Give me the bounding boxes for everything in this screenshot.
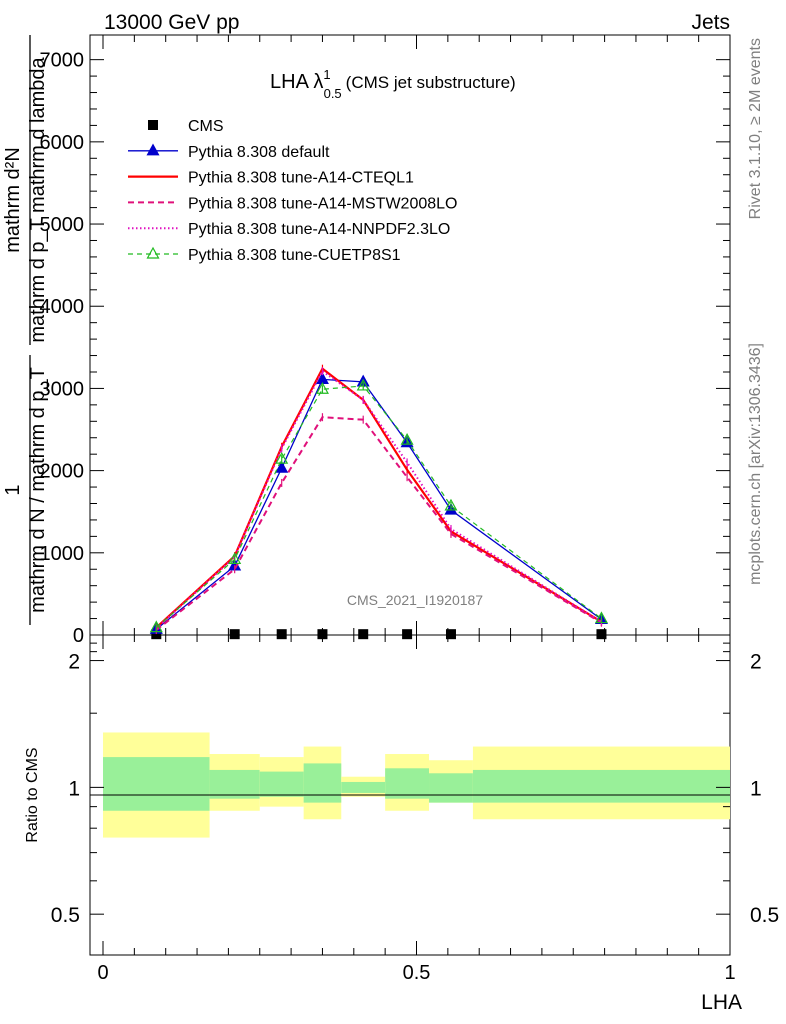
legend-item: CMS <box>148 118 224 135</box>
legend-label: Pythia 8.308 default <box>188 144 330 161</box>
legend-item: Pythia 8.308 default <box>128 143 330 161</box>
main-series-layer <box>149 364 608 640</box>
series-0 <box>151 629 607 640</box>
cms-data-point <box>276 629 287 640</box>
main-y-axis-label: 1 mathrm d N / mathrm d p_T mathrm d²N m… <box>2 35 49 625</box>
series-line <box>155 367 603 629</box>
ylabel-numerator-2: mathrm d²N <box>2 147 24 253</box>
header-right: Jets <box>691 11 730 34</box>
ratio-ytick-label-right: 2 <box>750 651 762 674</box>
plot-title: LHA λ1 0.5(CMS jet substructure) <box>270 67 516 101</box>
legend-marker <box>146 143 160 156</box>
xtick-label: 0.5 <box>403 962 431 984</box>
x-axis-label: LHA <box>701 991 742 1014</box>
series-point <box>275 451 289 464</box>
cms-data-point <box>151 629 162 640</box>
series-point <box>275 460 289 473</box>
main-ytick-label: 7000 <box>40 50 85 72</box>
legend-label: CMS <box>188 118 224 135</box>
ratio-band-green <box>472 769 730 803</box>
series-line <box>155 385 602 629</box>
main-ytick-label: 3000 <box>40 378 85 400</box>
cms-data-point <box>229 629 240 640</box>
ratio-band-green <box>259 771 304 797</box>
series-5 <box>149 378 608 633</box>
legend-marker <box>146 246 160 259</box>
ratio-ytick-label-right: 0.5 <box>750 904 779 927</box>
main-ytick-label: 6000 <box>40 132 85 154</box>
ratio-bands <box>103 732 730 838</box>
header-left: 13000 GeV pp <box>104 11 239 34</box>
analysis-watermark: CMS_2021_I1920187 <box>347 592 483 608</box>
series-line <box>155 369 602 630</box>
main-panel-frame <box>89 34 731 636</box>
legend-item: Pythia 8.308 tune-A14-CTEQL1 <box>128 170 414 187</box>
series-point <box>356 378 370 391</box>
main-ytick-label: 0 <box>73 625 84 647</box>
cms-data-point <box>358 629 369 640</box>
main-y-ticks: 0 1000 2000 3000 4000 5000 6000 7000 <box>40 50 730 647</box>
ratio-band-green <box>303 763 342 803</box>
ratio-band-green <box>429 773 473 803</box>
cms-data-point <box>596 629 607 640</box>
ratio-ytick-label-right: 1 <box>750 777 762 800</box>
ratio-y-ticks: 0.5 0.5 1 1 2 2 <box>51 642 779 927</box>
ratio-ytick-label: 1 <box>68 777 80 800</box>
legend-marker <box>148 120 158 130</box>
legend-item: Pythia 8.308 tune-A14-MSTW2008LO <box>128 195 457 212</box>
ratio-ytick-label: 2 <box>68 651 80 674</box>
main-ytick-label: 2000 <box>40 461 85 483</box>
xtick-label: 0 <box>97 962 108 984</box>
series-point <box>228 552 242 564</box>
legend-item: Pythia 8.308 tune-A14-NNPDF2.3LO <box>128 221 450 238</box>
ratio-band-green <box>341 781 386 793</box>
xtick-label: 1 <box>724 962 735 984</box>
series-point <box>594 611 608 624</box>
series-point <box>315 382 329 394</box>
ratio-band-green <box>209 769 260 799</box>
mcplots-label: mcplots.cern.ch [arXiv:1306.3436] <box>747 343 764 585</box>
ylabel-denominator-2: mathrm d p_T mathrm d lambda <box>27 56 49 342</box>
series-point <box>149 620 163 633</box>
x-axis-ticks: 0 0.5 1 <box>97 35 736 984</box>
ratio-band-green <box>385 768 430 799</box>
ratio-ytick-label: 0.5 <box>51 904 80 927</box>
ratio-y-label: Ratio to CMS <box>24 747 41 842</box>
main-ytick-label: 4000 <box>40 296 85 318</box>
ratio-band-green <box>103 757 210 811</box>
legend-label: Pythia 8.308 tune-CUETP8S1 <box>188 247 401 264</box>
cms-data-point <box>445 629 456 640</box>
ylabel-one: 1 <box>2 484 24 495</box>
main-ytick-label: 1000 <box>40 543 85 565</box>
legend-label: Pythia 8.308 tune-A14-MSTW2008LO <box>188 195 457 212</box>
series-point <box>400 432 414 445</box>
legend-item: Pythia 8.308 tune-CUETP8S1 <box>128 246 401 264</box>
series-point <box>444 498 458 511</box>
main-ytick-label: 5000 <box>40 214 85 236</box>
series-line <box>155 416 602 631</box>
legend: CMS Pythia 8.308 default Pythia 8.308 tune… <box>128 118 457 264</box>
legend-label: Pythia 8.308 tune-A14-NNPDF2.3LO <box>188 221 450 238</box>
ylabel-denominator: mathrm d N / mathrm d p_T <box>27 367 49 613</box>
series-line <box>155 378 602 630</box>
cms-data-point <box>402 629 413 640</box>
rivet-label: Rivet 3.1.10, ≥ 2M events <box>747 38 764 219</box>
legend-label: Pythia 8.308 tune-A14-CTEQL1 <box>188 170 414 187</box>
